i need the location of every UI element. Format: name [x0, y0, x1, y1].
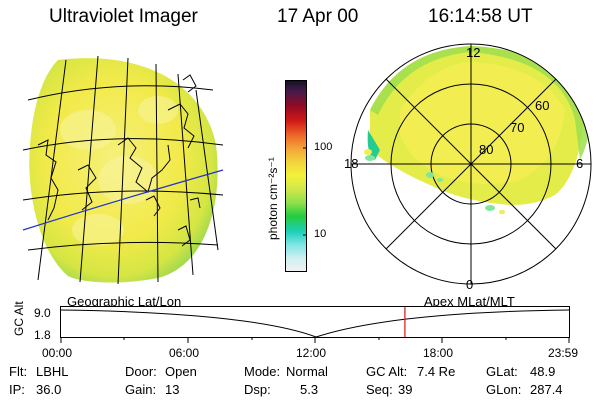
timeline-x-label-0000: 00:00: [42, 346, 73, 360]
gain-value: 13: [165, 382, 180, 397]
filter-label: Flt:: [9, 364, 28, 379]
timeline-x-label-1800: 18:00: [423, 346, 454, 360]
gc-alt-value: 7.4 Re: [417, 364, 456, 379]
timeline-axis-title: GC Alt: [12, 301, 26, 336]
seq-label: Seq:: [366, 382, 393, 397]
timeline-x-label-1200: 12:00: [296, 346, 327, 360]
door-label: Door:: [125, 364, 157, 379]
gc-alt-label: GC Alt:: [366, 364, 408, 379]
mlt-label-18: 18: [344, 156, 359, 171]
observation-date: 17 Apr 00: [277, 6, 359, 27]
seq-value: 39: [398, 382, 413, 397]
mlt-label-0: 0: [466, 277, 474, 292]
mlt-label-12: 12: [466, 45, 481, 60]
glat-value: 48.9: [530, 364, 556, 379]
latitude-label-80: 80: [479, 142, 494, 157]
ip-value: 36.0: [36, 382, 62, 397]
filter-value: LBHL: [36, 364, 69, 379]
timeline-y-label-min: 1.8: [34, 328, 51, 342]
colorbar-tick-10: 10: [314, 228, 327, 240]
glon-value: 287.4: [530, 382, 563, 397]
glon-label: GLon:: [486, 382, 522, 397]
colorbar-tick-100: 100: [314, 141, 333, 153]
timeline-x-label-2359: 23:59: [548, 346, 579, 360]
polar-mlat-mlt-plot: [350, 43, 592, 285]
gain-label: Gain:: [125, 382, 157, 397]
timeline-y-label-max: 9.0: [34, 306, 51, 320]
mode-label: Mode:: [244, 364, 281, 379]
apex-coords-label: Apex MLat/MLT: [424, 294, 515, 309]
mode-value: Normal: [286, 364, 328, 379]
mlt-label-6: 6: [576, 156, 584, 171]
dsp-value: 5.3: [300, 382, 319, 397]
altitude-timeline-chart: [60, 306, 570, 343]
dsp-label: Dsp:: [244, 382, 271, 397]
latitude-label-70: 70: [510, 120, 525, 135]
intensity-colorbar: [285, 80, 307, 272]
instrument-title: Ultraviolet Imager: [49, 6, 198, 27]
ip-label: IP:: [9, 382, 25, 397]
geographic-coords-label: Geographic Lat/Lon: [67, 294, 182, 309]
geographic-globe-image: [22, 55, 224, 285]
observation-time: 16:14:58 UT: [428, 6, 533, 27]
door-value: Open: [165, 364, 197, 379]
glat-label: GLat:: [486, 364, 518, 379]
colorbar-unit-label: photon cm⁻²s⁻¹: [266, 157, 280, 240]
timeline-x-label-0600: 06:00: [169, 346, 200, 360]
latitude-label-60: 60: [535, 98, 550, 113]
